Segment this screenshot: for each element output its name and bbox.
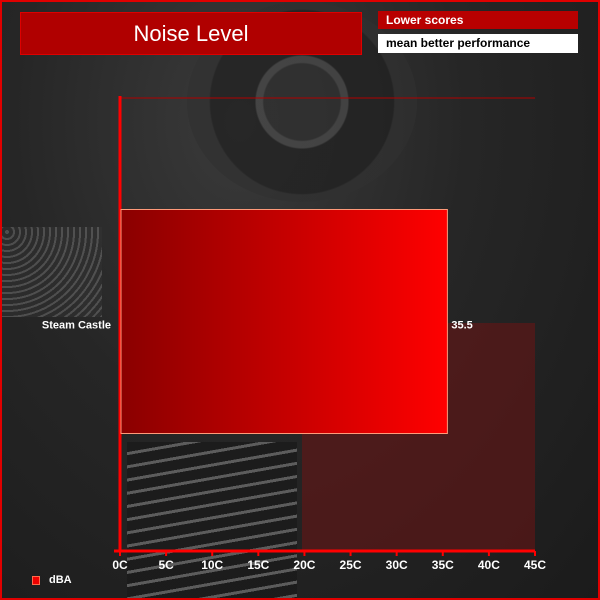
category-label: Steam Castle — [42, 320, 111, 332]
data-label: 35.5 — [451, 320, 472, 332]
background-grille-decoration — [2, 227, 102, 317]
chart-title: Noise Level — [20, 12, 362, 55]
x-tick-label: 10C — [201, 558, 223, 572]
x-tick-label: 25C — [340, 558, 362, 572]
legend-swatch — [32, 575, 40, 585]
x-tick-label: 5C — [158, 558, 174, 572]
x-tick-label: 35C — [432, 558, 454, 572]
x-tick-label: 20C — [293, 558, 315, 572]
legend: dBA — [32, 574, 72, 586]
bar-steam-castle — [120, 209, 448, 434]
x-tick-label: 45C — [524, 558, 546, 572]
x-tick-label: 15C — [247, 558, 269, 572]
x-tick-label: 40C — [478, 558, 500, 572]
background-vent-decoration — [127, 442, 297, 598]
x-tick-label: 30C — [386, 558, 408, 572]
legend-label: dBA — [49, 574, 72, 586]
x-tick-label: 0C — [112, 558, 128, 572]
note-lower-scores: Lower scores — [378, 11, 578, 29]
note-better-performance: mean better performance — [378, 34, 578, 53]
